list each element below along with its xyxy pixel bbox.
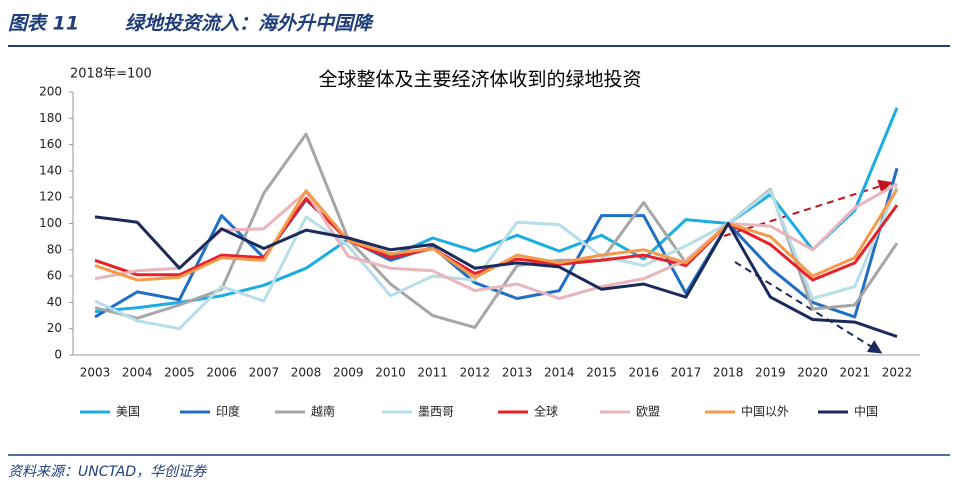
x-tick-label: 2005 bbox=[164, 366, 195, 380]
header-label: 图表 11 bbox=[8, 13, 79, 35]
y-tick-label: 100 bbox=[39, 216, 62, 230]
y-tick-label: 80 bbox=[47, 242, 62, 256]
x-tick-label: 2016 bbox=[628, 366, 659, 380]
y-tick-label: 180 bbox=[39, 111, 62, 125]
x-tick-label: 2015 bbox=[586, 366, 617, 380]
x-tick-label: 2017 bbox=[671, 366, 702, 380]
unit-label: 2018年=100 bbox=[70, 67, 152, 82]
series-line bbox=[94, 107, 899, 314]
legend-label: 中国 bbox=[854, 404, 878, 419]
x-tick-label: 2004 bbox=[122, 366, 153, 380]
source: 资料来源：UNCTAD，华创证券 bbox=[8, 464, 207, 480]
legend-label: 中国以外 bbox=[741, 404, 789, 419]
x-tick-label: 2007 bbox=[249, 366, 280, 380]
y-tick-label: 120 bbox=[39, 190, 62, 204]
series-line bbox=[94, 186, 899, 331]
x-tick-label: 2022 bbox=[882, 366, 913, 380]
y-tick-label: 20 bbox=[47, 321, 62, 335]
legend-label: 越南 bbox=[311, 404, 335, 419]
series-line bbox=[94, 182, 898, 300]
x-tick-label: 2003 bbox=[80, 366, 111, 380]
legend-label: 美国 bbox=[116, 405, 140, 419]
x-tick-label: 2010 bbox=[375, 366, 406, 380]
y-tick-label: 140 bbox=[39, 163, 62, 177]
x-tick-label: 2008 bbox=[291, 366, 322, 380]
x-tick-label: 2011 bbox=[417, 366, 448, 380]
y-tick-label: 160 bbox=[39, 137, 62, 151]
legend-label: 全球 bbox=[534, 404, 558, 419]
header-title: 绿地投资流入：海外升中国降 bbox=[125, 13, 375, 35]
x-tick-label: 2021 bbox=[840, 366, 871, 380]
y-tick-label: 0 bbox=[54, 348, 62, 362]
y-tick-label: 200 bbox=[39, 85, 62, 99]
legend-label: 欧盟 bbox=[636, 405, 660, 419]
x-tick-label: 2012 bbox=[460, 366, 491, 380]
legend-label: 墨西哥 bbox=[418, 405, 454, 419]
y-tick-label: 40 bbox=[47, 295, 62, 309]
y-tick-label: 60 bbox=[47, 269, 62, 283]
x-tick-label: 2009 bbox=[333, 366, 364, 380]
series-line bbox=[94, 215, 898, 339]
x-tick-label: 2018 bbox=[713, 366, 744, 380]
x-tick-label: 2019 bbox=[755, 366, 786, 380]
chart-title: 全球整体及主要经济体收到的绿地投资 bbox=[318, 69, 641, 91]
x-tick-label: 2014 bbox=[544, 366, 575, 380]
series-line bbox=[94, 167, 899, 319]
x-tick-label: 2006 bbox=[206, 366, 237, 380]
legend-label: 印度 bbox=[216, 404, 240, 419]
x-tick-label: 2013 bbox=[502, 366, 533, 380]
x-tick-label: 2020 bbox=[797, 366, 828, 380]
